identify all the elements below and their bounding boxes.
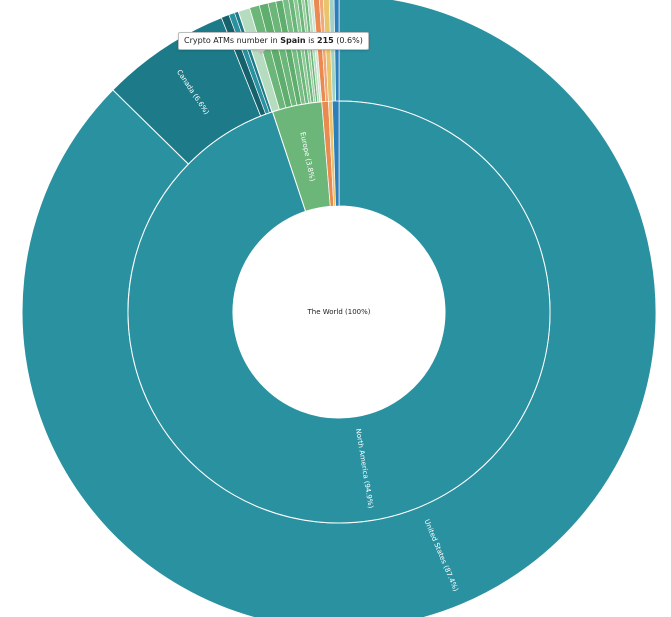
- tooltip-value: 215: [317, 36, 334, 45]
- tooltip-arrow: [256, 49, 266, 55]
- center-root-label: The World (100%): [306, 308, 370, 316]
- tooltip-prefix: Crypto ATMs number in: [184, 36, 281, 45]
- tooltip-suffix: (0.6%): [333, 36, 363, 45]
- tooltip: Crypto ATMs number in Spain is 215 (0.6%…: [178, 32, 369, 50]
- tooltip-country: Spain: [280, 36, 306, 45]
- center-root-circle[interactable]: [233, 206, 445, 418]
- tooltip-middle: is: [305, 36, 318, 45]
